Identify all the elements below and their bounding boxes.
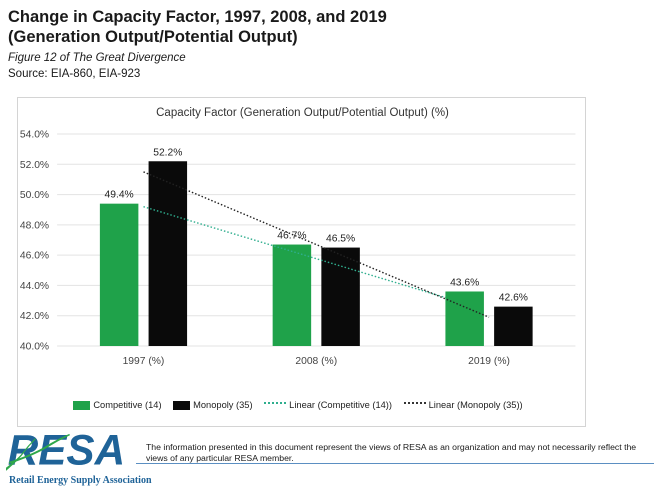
- svg-text:52.0%: 52.0%: [20, 160, 49, 171]
- svg-text:44.0%: 44.0%: [20, 281, 49, 292]
- svg-text:2019 (%): 2019 (%): [468, 356, 510, 367]
- svg-text:40.0%: 40.0%: [20, 342, 49, 353]
- svg-text:1997 (%): 1997 (%): [123, 356, 165, 367]
- svg-text:50.0%: 50.0%: [20, 190, 49, 201]
- svg-text:46.5%: 46.5%: [326, 234, 355, 245]
- svg-text:2008 (%): 2008 (%): [295, 356, 337, 367]
- svg-text:42.6%: 42.6%: [499, 293, 528, 304]
- svg-text:RESA: RESA: [8, 433, 125, 474]
- svg-text:52.2%: 52.2%: [153, 147, 182, 158]
- svg-text:54.0%: 54.0%: [20, 130, 49, 141]
- svg-text:49.4%: 49.4%: [105, 190, 134, 201]
- svg-text:46.7%: 46.7%: [277, 231, 306, 242]
- svg-text:46.0%: 46.0%: [20, 251, 49, 262]
- svg-text:48.0%: 48.0%: [20, 220, 49, 231]
- svg-text:42.0%: 42.0%: [20, 311, 49, 322]
- svg-text:43.6%: 43.6%: [450, 277, 479, 288]
